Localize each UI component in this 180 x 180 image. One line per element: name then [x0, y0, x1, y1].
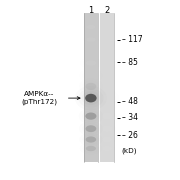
Ellipse shape — [85, 94, 97, 102]
Ellipse shape — [86, 125, 96, 132]
Text: – 26: – 26 — [122, 130, 137, 140]
Text: 2: 2 — [104, 6, 110, 15]
Ellipse shape — [86, 72, 96, 79]
Ellipse shape — [86, 83, 96, 90]
Ellipse shape — [86, 136, 96, 143]
Ellipse shape — [85, 112, 96, 120]
Ellipse shape — [86, 25, 96, 29]
Text: – 85: – 85 — [122, 58, 137, 67]
Ellipse shape — [102, 113, 112, 120]
Text: – 48: – 48 — [122, 97, 137, 106]
Bar — [84, 13, 98, 162]
Text: – 117: – 117 — [122, 35, 142, 44]
Ellipse shape — [86, 60, 96, 66]
Text: 1: 1 — [88, 6, 94, 15]
Ellipse shape — [102, 137, 112, 142]
Ellipse shape — [102, 146, 112, 151]
Ellipse shape — [86, 37, 96, 42]
Ellipse shape — [102, 94, 113, 102]
Text: (kD): (kD) — [122, 147, 137, 154]
Text: – 34: – 34 — [122, 113, 138, 122]
Bar — [100, 13, 114, 162]
Ellipse shape — [102, 125, 112, 132]
Ellipse shape — [86, 146, 96, 151]
Text: AMPKα--
(pThr172): AMPKα-- (pThr172) — [22, 91, 58, 105]
